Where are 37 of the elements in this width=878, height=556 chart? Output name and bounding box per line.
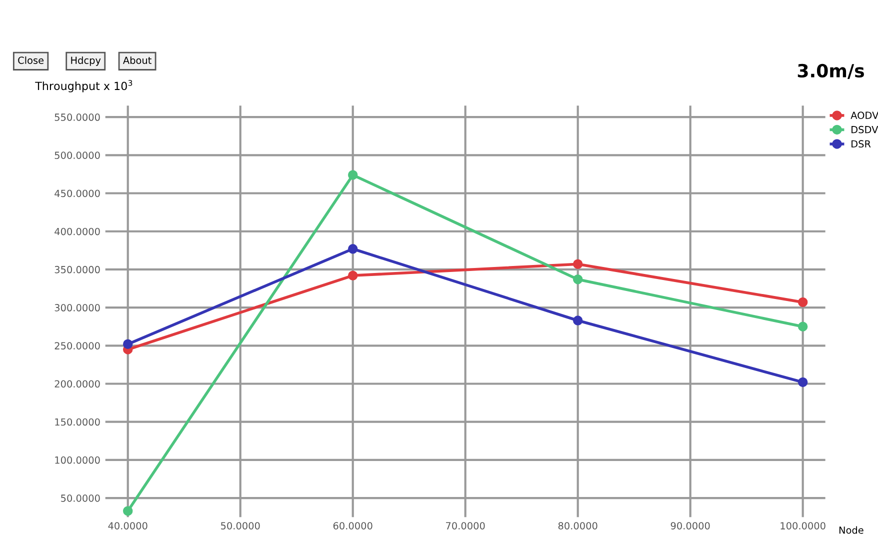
x-tick-label: 60.0000	[333, 522, 372, 530]
y-tick-label: 400.0000	[54, 228, 100, 236]
text: About	[122, 56, 152, 64]
point	[348, 170, 358, 180]
y-tick-label: 350.0000	[54, 266, 100, 274]
y-tick-label: 100.0000	[55, 456, 100, 464]
text: Hdcpy	[71, 56, 101, 66]
point	[572, 274, 583, 284]
point	[798, 322, 808, 332]
x-tick-label: 40.0000	[108, 522, 148, 530]
y-tick-label: 550.0000	[54, 114, 100, 121]
y-tick-label: 500.0000	[54, 152, 100, 159]
y-tick-label: 150.0000	[55, 418, 100, 426]
y-tick-label: 300.0000	[54, 304, 100, 312]
x-axis-title: Node	[839, 526, 864, 534]
x-tick-label: 90.0000	[670, 522, 710, 530]
x-tick-label: 70.0000	[446, 522, 485, 530]
y-tick-label: 50.0000	[61, 494, 100, 502]
x-tick-label: 50.0000	[221, 522, 260, 530]
point	[122, 506, 133, 516]
point	[572, 259, 583, 269]
chart-title: 3.0m/s	[798, 64, 864, 79]
point	[572, 316, 583, 326]
point	[122, 339, 133, 349]
point	[348, 244, 358, 254]
legend-label: DSR	[852, 140, 871, 148]
x-tick-label: 100.0000	[780, 522, 826, 530]
x-tick-label: 80.0000	[558, 522, 598, 530]
y-axis-title: Throughput x 10$^{3}$	[35, 80, 132, 92]
y-tick-label: 250.0000	[54, 342, 100, 350]
legend-label: DSDV	[852, 126, 878, 134]
y-tick-label: 200.0000	[54, 380, 100, 388]
point	[798, 297, 808, 308]
point	[798, 377, 808, 388]
text: Close	[18, 56, 44, 64]
y-tick-label: 450.0000	[54, 190, 100, 198]
point	[348, 270, 358, 280]
